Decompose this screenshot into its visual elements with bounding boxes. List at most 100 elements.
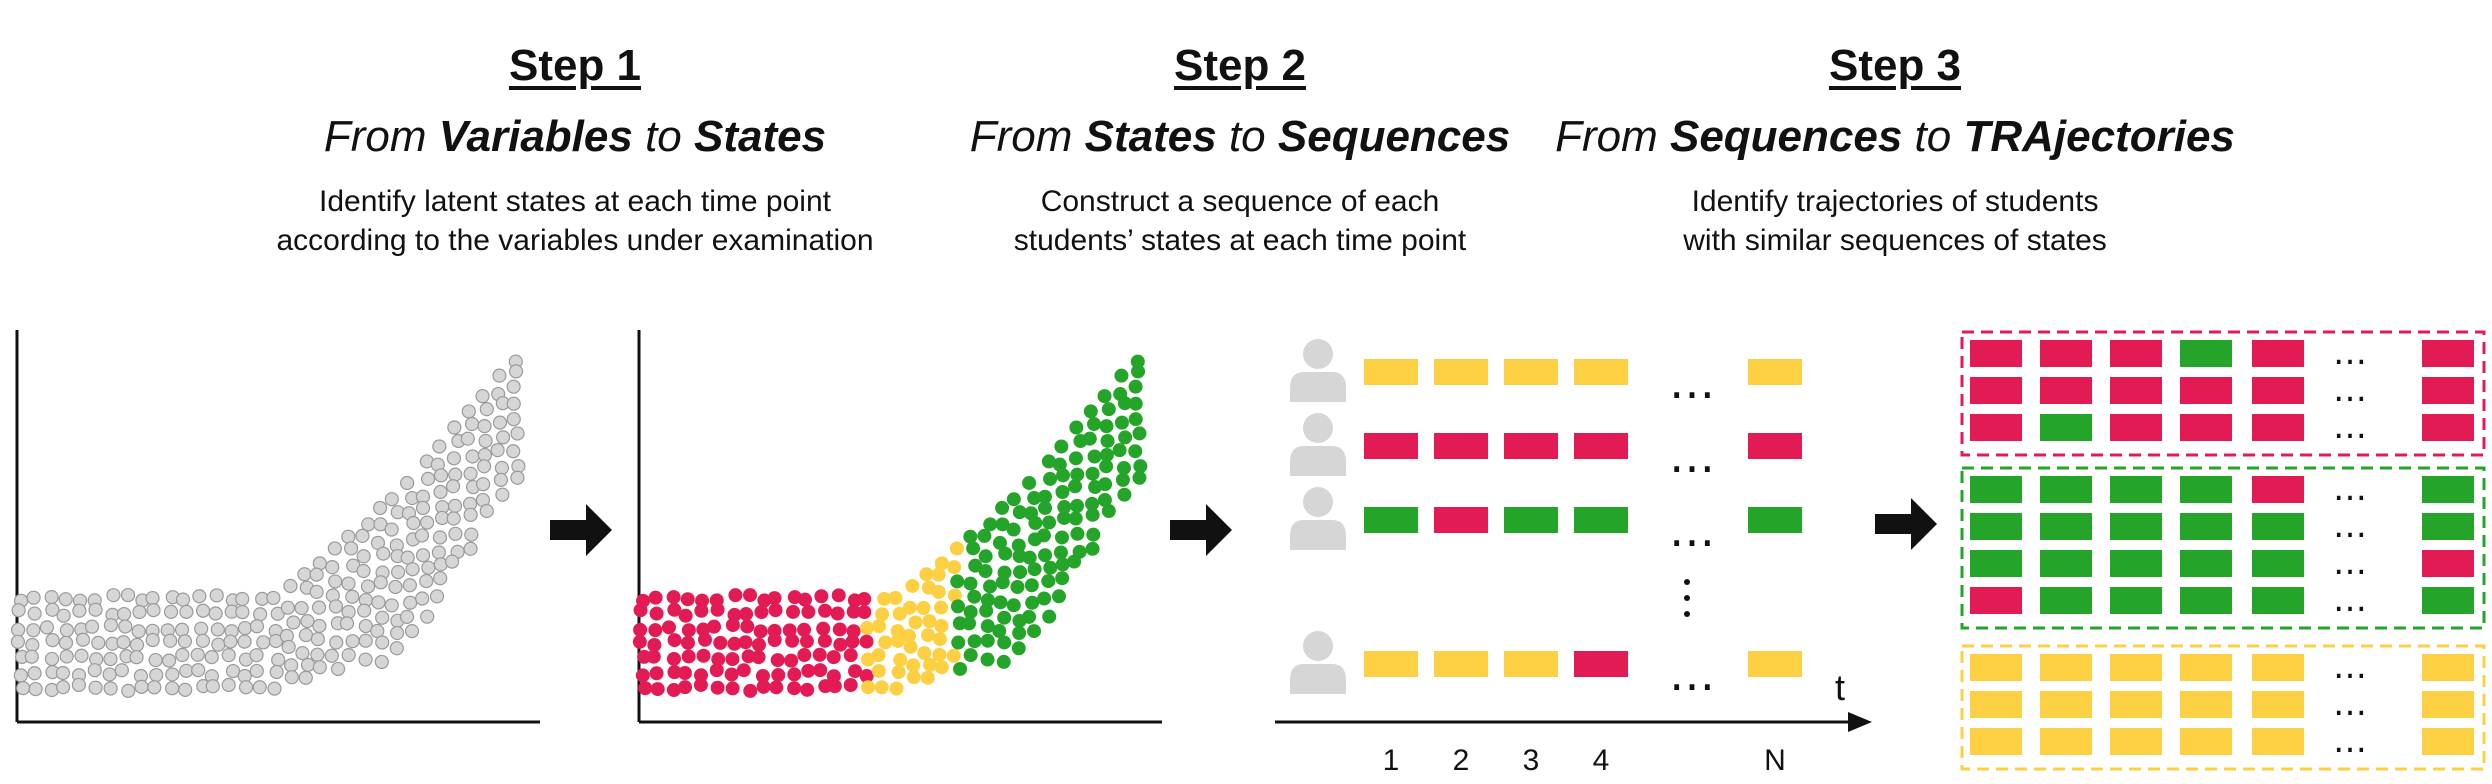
data-point bbox=[361, 517, 376, 532]
data-point bbox=[997, 610, 1012, 625]
data-point bbox=[946, 648, 961, 663]
data-point bbox=[103, 618, 119, 633]
data-point bbox=[210, 622, 225, 637]
data-point bbox=[477, 459, 492, 474]
data-point bbox=[429, 589, 445, 604]
data-point bbox=[249, 619, 265, 634]
data-point bbox=[980, 593, 995, 608]
flow-arrows bbox=[550, 498, 1937, 556]
step-2-header: Step 2 From States to Sequences Construc… bbox=[950, 40, 1530, 260]
data-point bbox=[1038, 500, 1053, 515]
state-cell bbox=[1434, 507, 1488, 533]
data-point bbox=[477, 419, 492, 434]
state-cell bbox=[1504, 433, 1558, 459]
state-cell bbox=[2040, 513, 2092, 540]
state-cell bbox=[1970, 654, 2022, 681]
person-body bbox=[1290, 372, 1346, 402]
data-point bbox=[297, 567, 312, 582]
data-point bbox=[390, 565, 406, 580]
data-point bbox=[399, 609, 415, 624]
data-point bbox=[266, 590, 281, 606]
data-point bbox=[932, 632, 947, 647]
data-point bbox=[843, 677, 858, 692]
person-icon bbox=[1290, 631, 1346, 694]
data-point bbox=[356, 549, 371, 564]
data-point bbox=[178, 682, 193, 697]
data-point bbox=[905, 578, 920, 593]
state-cell bbox=[2040, 340, 2092, 367]
state-cell bbox=[1504, 359, 1558, 385]
state-cell bbox=[2110, 550, 2162, 577]
data-point bbox=[446, 451, 462, 466]
data-point bbox=[916, 601, 931, 616]
data-point bbox=[667, 633, 682, 648]
ellipsis: … bbox=[1669, 647, 1715, 701]
data-point bbox=[414, 528, 430, 543]
data-point bbox=[103, 681, 118, 696]
time-label: 4 bbox=[1593, 744, 1610, 777]
data-point bbox=[10, 634, 25, 649]
data-point bbox=[917, 646, 932, 661]
state-cell bbox=[1504, 651, 1558, 677]
data-point bbox=[1116, 461, 1131, 476]
data-point bbox=[1131, 364, 1146, 379]
data-point bbox=[1085, 507, 1100, 522]
data-point bbox=[311, 600, 327, 615]
data-point bbox=[785, 633, 800, 648]
data-point bbox=[812, 647, 827, 662]
data-point bbox=[415, 591, 430, 606]
data-point bbox=[1128, 396, 1143, 411]
state-cell bbox=[2180, 377, 2232, 404]
state-cell bbox=[2040, 587, 2092, 614]
data-point bbox=[709, 663, 724, 678]
data-point bbox=[310, 631, 325, 647]
data-point bbox=[1012, 626, 1027, 641]
data-point bbox=[494, 460, 510, 476]
data-point bbox=[878, 635, 893, 650]
data-point bbox=[694, 603, 709, 618]
data-point bbox=[148, 652, 163, 668]
step-subtitle: From Variables to States bbox=[323, 111, 827, 161]
ellipsis: … bbox=[1669, 355, 1715, 409]
data-point bbox=[725, 652, 740, 667]
data-point bbox=[632, 634, 647, 649]
state-cell bbox=[1970, 340, 2022, 367]
data-point bbox=[118, 619, 133, 634]
data-point bbox=[1038, 548, 1053, 563]
time-label: 2 bbox=[1453, 744, 1470, 777]
data-point bbox=[179, 663, 194, 678]
data-point bbox=[843, 648, 858, 663]
data-point bbox=[209, 588, 224, 603]
data-point bbox=[666, 683, 681, 698]
data-point bbox=[1130, 354, 1145, 369]
ellipsis: … bbox=[1669, 429, 1715, 483]
data-point bbox=[710, 680, 725, 695]
data-point bbox=[857, 605, 872, 620]
data-point bbox=[951, 635, 966, 650]
axis-label-t: t bbox=[1835, 667, 1845, 708]
data-point bbox=[813, 663, 828, 678]
state-cell bbox=[2180, 654, 2232, 681]
data-point bbox=[75, 632, 91, 647]
data-point bbox=[27, 606, 42, 621]
data-point bbox=[890, 624, 905, 639]
data-point bbox=[1022, 550, 1037, 565]
data-point bbox=[1086, 527, 1101, 542]
data-point bbox=[360, 579, 376, 594]
data-point bbox=[995, 517, 1010, 532]
data-point bbox=[223, 634, 238, 649]
data-point bbox=[932, 647, 947, 662]
state-cell bbox=[1434, 651, 1488, 677]
data-point bbox=[1043, 560, 1058, 575]
data-point bbox=[953, 661, 968, 676]
data-point bbox=[1027, 562, 1042, 577]
state-cell bbox=[1970, 587, 2022, 614]
dot bbox=[1684, 611, 1690, 617]
data-point bbox=[861, 680, 876, 695]
data-point bbox=[963, 576, 978, 591]
state-cell bbox=[2422, 550, 2474, 577]
step-title: Step 1 bbox=[508, 41, 642, 90]
data-point bbox=[309, 567, 324, 582]
data-point bbox=[102, 667, 117, 682]
